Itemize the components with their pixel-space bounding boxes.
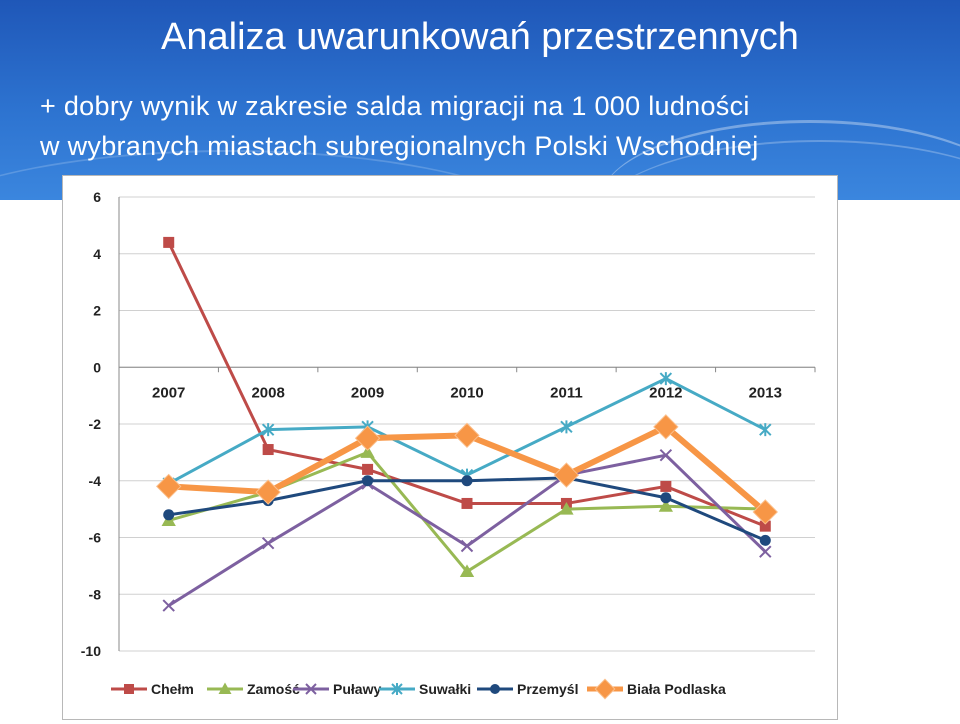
data-point-pulawy	[162, 599, 175, 612]
chart-container: 6 4 2 0 -2 -4 -6 -8 -10 2007 2008 2009 2010 2011 2012 2…	[62, 175, 838, 720]
x-tick-label: 2007	[152, 384, 185, 401]
y-tick-label: 6	[93, 189, 101, 205]
legend-marker-biala-podlaska	[594, 678, 616, 700]
legend-marker-suwalki	[391, 683, 403, 695]
data-point-chelm	[660, 480, 672, 492]
data-point-przemysl	[163, 509, 175, 521]
data-point-zamosc	[658, 499, 674, 512]
x-tick-label: 2010	[450, 384, 483, 401]
y-tick-label: -4	[89, 473, 102, 489]
data-point-suwalki	[560, 420, 573, 434]
data-point-pulawy	[659, 449, 673, 462]
legend-marker-pulawy	[305, 683, 317, 695]
x-tick-label: 2013	[749, 384, 782, 401]
y-tick-label: -10	[81, 643, 101, 659]
x-tick-label: 2012	[649, 384, 682, 401]
data-point-przemysl	[461, 475, 473, 487]
data-point-chelm	[362, 463, 374, 475]
legend-label-pulawy: Puławy	[333, 681, 381, 697]
legend-label-suwalki: Suwałki	[419, 681, 471, 697]
data-point-przemysl	[759, 534, 771, 546]
data-point-chelm	[759, 520, 771, 532]
y-tick-label: -6	[89, 530, 102, 546]
line-chart: 6 4 2 0 -2 -4 -6 -8 -10 2007 2008 2009 2010 2011 2012 2…	[81, 189, 816, 700]
data-point-biala-podlaska	[156, 473, 182, 500]
decorative-wave	[590, 140, 960, 200]
slide-title: Analiza uwarunkowań przestrzennych	[161, 16, 799, 58]
data-point-pulawy	[759, 545, 772, 558]
data-point-zamosc	[360, 445, 375, 458]
legend-label-przemysl: Przemyśl	[517, 681, 578, 697]
data-point-pulawy	[460, 539, 474, 553]
slide-header: Analiza uwarunkowań przestrzennych + dob…	[0, 0, 960, 200]
y-tick-label: 2	[93, 303, 101, 319]
data-point-suwalki	[261, 423, 275, 437]
y-tick-label: 4	[93, 246, 101, 262]
slide-subtitle: + dobry wynik w zakresie salda migracji …	[40, 86, 759, 166]
data-point-przemysl	[362, 475, 374, 487]
y-tick-label: -8	[89, 586, 102, 602]
data-point-biala-podlaska	[454, 422, 480, 449]
y-tick-label: 0	[93, 359, 101, 375]
subtitle-line-2: w wybranych miastach subregionalnych Pol…	[40, 131, 759, 161]
x-tick-label: 2011	[550, 384, 583, 401]
x-tick-label: 2009	[351, 384, 384, 401]
series-line-przemysl	[168, 476, 766, 542]
data-point-zamosc	[459, 564, 475, 578]
data-point-biala-podlaska	[354, 425, 381, 451]
legend-label-chelm: Chełm	[151, 681, 194, 697]
x-tick-label: 2008	[251, 384, 284, 401]
legend-marker-chelm	[124, 684, 134, 694]
data-point-chelm	[262, 444, 274, 456]
subtitle-line-1: + dobry wynik w zakresie salda migracji …	[40, 91, 750, 121]
decorative-wave	[600, 120, 960, 200]
data-point-suwalki	[659, 372, 673, 386]
legend-label-biala-podlaska: Biała Podlaska	[627, 681, 726, 697]
data-point-chelm	[163, 236, 175, 248]
data-point-biala-podlaska	[553, 462, 580, 488]
data-point-przemysl	[660, 492, 672, 504]
legend-marker-zamosc	[218, 682, 232, 694]
data-point-chelm	[461, 497, 473, 509]
legend-marker-przemysl	[490, 684, 500, 694]
data-point-biala-podlaska	[255, 479, 281, 505]
data-point-suwalki	[759, 423, 772, 437]
legend-label-zamosc: Zamość	[247, 681, 300, 697]
data-point-biala-podlaska	[653, 414, 679, 440]
data-point-zamosc	[559, 501, 574, 515]
y-tick-label: -2	[89, 416, 102, 432]
data-point-pulawy	[261, 536, 275, 550]
decorative-wave	[0, 150, 580, 200]
data-point-biala-podlaska	[752, 499, 778, 525]
